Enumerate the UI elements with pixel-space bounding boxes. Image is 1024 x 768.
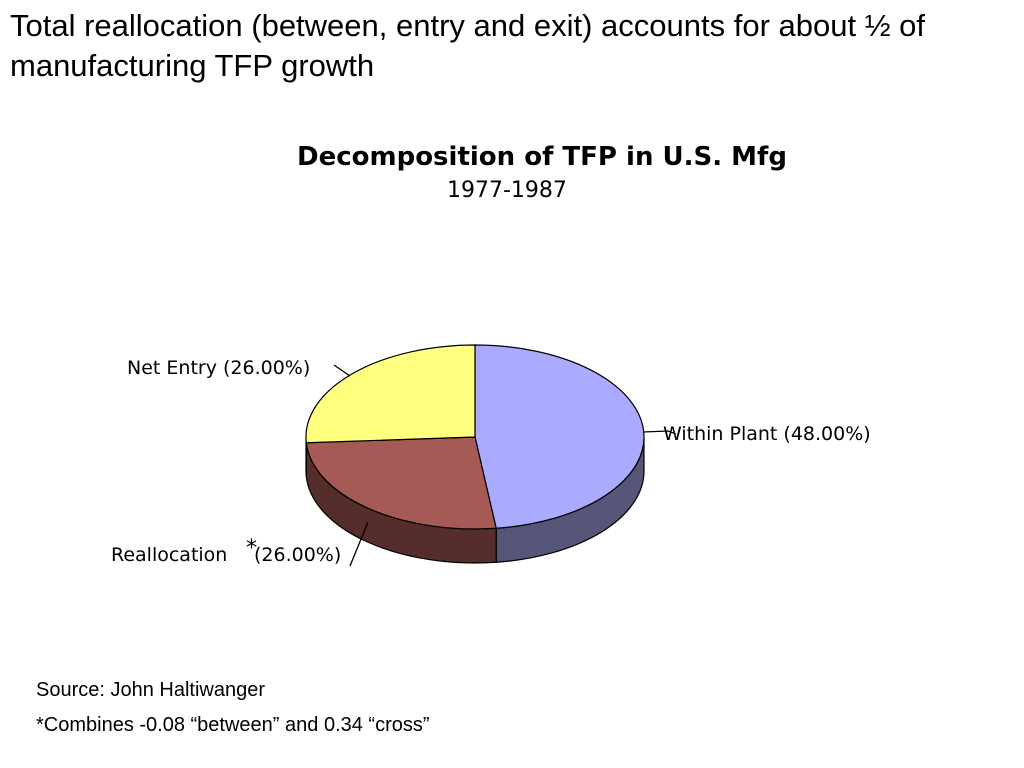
label-reallocation-asterisk: * <box>246 536 257 561</box>
label-reallocation: Reallocation <box>111 544 227 566</box>
source-note: Source: John Haltiwanger <box>36 679 266 701</box>
footnote: *Combines -0.08 “between” and 0.34 “cros… <box>36 714 430 736</box>
chart-subtitle: 1977-1987 <box>447 178 567 203</box>
slide-headline: Total reallocation (between, entry and e… <box>10 8 926 83</box>
pie-slice-within-plant <box>474 344 645 529</box>
label-within-plant: Within Plant (48.00%) <box>663 423 871 445</box>
label-net-entry: Net Entry (26.00%) <box>127 357 310 379</box>
leader-line-reallocation <box>349 521 369 567</box>
leader-line-net-entry <box>333 364 351 377</box>
label-reallocation-pct: (26.00%) <box>254 544 341 566</box>
pie-slice-net-entry <box>305 344 476 444</box>
pie-leaders <box>333 364 677 567</box>
leader-line-within-plant <box>642 430 677 435</box>
pie-tops <box>305 344 645 530</box>
chart-title: Decomposition of TFP in U.S. Mfg <box>297 142 787 172</box>
pie-slice-reallocation <box>305 436 497 530</box>
